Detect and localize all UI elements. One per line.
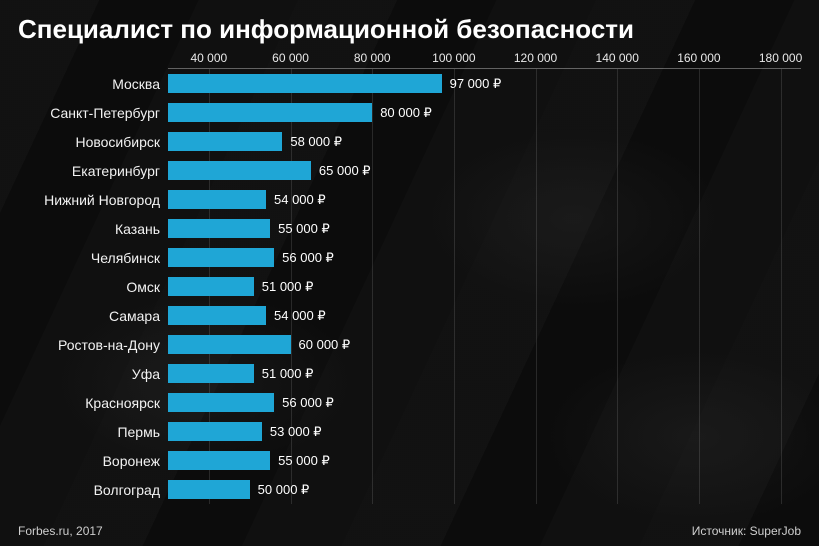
footer-source-left: Forbes.ru, 2017 bbox=[18, 524, 103, 538]
bar bbox=[168, 277, 254, 296]
footer: Forbes.ru, 2017 Источник: SuperJob bbox=[18, 524, 801, 538]
bar bbox=[168, 364, 254, 383]
bar-row: Москва97 000 ₽ bbox=[168, 69, 801, 98]
bar bbox=[168, 161, 311, 180]
bar-label: Пермь bbox=[18, 424, 168, 440]
bar-label: Уфа bbox=[18, 366, 168, 382]
bar-value: 56 000 ₽ bbox=[282, 395, 334, 411]
bar-row: Новосибирск58 000 ₽ bbox=[168, 127, 801, 156]
bar-value: 54 000 ₽ bbox=[274, 308, 326, 324]
bar-row: Красноярск56 000 ₽ bbox=[168, 388, 801, 417]
axis-tick: 80 000 bbox=[354, 51, 391, 65]
bar bbox=[168, 74, 442, 93]
bar-row: Санкт-Петербург80 000 ₽ bbox=[168, 98, 801, 127]
bar-value: 50 000 ₽ bbox=[258, 482, 310, 498]
bar-label: Самара bbox=[18, 308, 168, 324]
bar-label: Воронеж bbox=[18, 453, 168, 469]
bar-value: 53 000 ₽ bbox=[270, 424, 322, 440]
bar-label: Екатеринбург bbox=[18, 163, 168, 179]
bar-row: Уфа51 000 ₽ bbox=[168, 359, 801, 388]
bar-row: Пермь53 000 ₽ bbox=[168, 417, 801, 446]
axis-tick: 180 000 bbox=[759, 51, 802, 65]
bar bbox=[168, 248, 274, 267]
bar-value: 55 000 ₽ bbox=[278, 221, 330, 237]
bar bbox=[168, 480, 250, 499]
infographic-container: Специалист по информационной безопасност… bbox=[0, 0, 819, 546]
axis-tick: 60 000 bbox=[272, 51, 309, 65]
bar-label: Ростов-на-Дону bbox=[18, 337, 168, 353]
bar-row: Челябинск56 000 ₽ bbox=[168, 243, 801, 272]
axis-tick: 140 000 bbox=[596, 51, 639, 65]
bar-label: Нижний Новгород bbox=[18, 192, 168, 208]
bar bbox=[168, 451, 270, 470]
bar-value: 60 000 ₽ bbox=[299, 337, 351, 353]
bar bbox=[168, 219, 270, 238]
bar-value: 51 000 ₽ bbox=[262, 366, 314, 382]
bar-label: Омск bbox=[18, 279, 168, 295]
bar-value: 54 000 ₽ bbox=[274, 192, 326, 208]
bar-label: Новосибирск bbox=[18, 134, 168, 150]
bar-label: Казань bbox=[18, 221, 168, 237]
bar bbox=[168, 190, 266, 209]
bar-row: Самара54 000 ₽ bbox=[168, 301, 801, 330]
bar bbox=[168, 306, 266, 325]
bar-row: Волгоград50 000 ₽ bbox=[168, 475, 801, 504]
bar-label: Волгоград bbox=[18, 482, 168, 498]
axis-tick: 160 000 bbox=[677, 51, 720, 65]
bar-value: 80 000 ₽ bbox=[380, 105, 432, 121]
axis-tick: 100 000 bbox=[432, 51, 475, 65]
axis-tick: 120 000 bbox=[514, 51, 557, 65]
bar bbox=[168, 335, 291, 354]
bar-row: Казань55 000 ₽ bbox=[168, 214, 801, 243]
bar bbox=[168, 132, 282, 151]
bar-row: Ростов-на-Дону60 000 ₽ bbox=[168, 330, 801, 359]
bar-label: Челябинск bbox=[18, 250, 168, 266]
bar-rows: Москва97 000 ₽Санкт-Петербург80 000 ₽Нов… bbox=[168, 69, 801, 504]
bar-row: Омск51 000 ₽ bbox=[168, 272, 801, 301]
bar-value: 55 000 ₽ bbox=[278, 453, 330, 469]
bar bbox=[168, 103, 372, 122]
bar bbox=[168, 422, 262, 441]
bar-row: Екатеринбург65 000 ₽ bbox=[168, 156, 801, 185]
bar-value: 58 000 ₽ bbox=[290, 134, 342, 150]
chart: 40 000 60 000 80 000 100 000 120 000 140 000 1… bbox=[18, 51, 801, 504]
bar-value: 97 000 ₽ bbox=[450, 76, 502, 92]
footer-source-right: Источник: SuperJob bbox=[692, 524, 801, 538]
bar-row: Воронеж55 000 ₽ bbox=[168, 446, 801, 475]
chart-title: Специалист по информационной безопасност… bbox=[18, 14, 801, 45]
bar-label: Москва bbox=[18, 76, 168, 92]
axis-tick: 40 000 bbox=[190, 51, 227, 65]
x-axis: 40 000 60 000 80 000 100 000 120 000 140 000 1… bbox=[168, 51, 801, 69]
bar-value: 56 000 ₽ bbox=[282, 250, 334, 266]
bar-row: Нижний Новгород54 000 ₽ bbox=[168, 185, 801, 214]
bar-label: Красноярск bbox=[18, 395, 168, 411]
bar-value: 51 000 ₽ bbox=[262, 279, 314, 295]
bar-value: 65 000 ₽ bbox=[319, 163, 371, 179]
bar bbox=[168, 393, 274, 412]
plot-area: Москва97 000 ₽Санкт-Петербург80 000 ₽Нов… bbox=[168, 69, 801, 504]
bar-label: Санкт-Петербург bbox=[18, 105, 168, 121]
